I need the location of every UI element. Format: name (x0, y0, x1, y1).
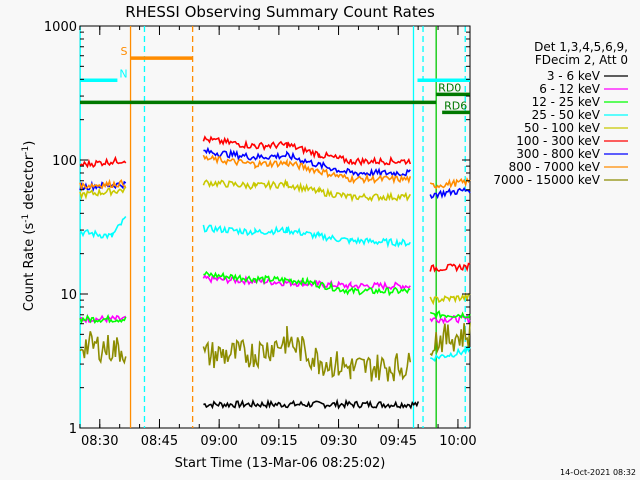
series-line (202, 154, 412, 185)
state-bars: SN RD0 RD6 (80, 45, 470, 115)
y-axis-label: Count Rate (s-1 detector-1) (21, 141, 37, 312)
series-line (79, 313, 127, 325)
legend-item-label: 800 - 7000 keV (509, 160, 601, 174)
legend: Det 1,3,4,5,6,9, FDecim 2, Att 0 3 - 6 k… (493, 40, 628, 187)
series-line (203, 270, 411, 297)
y-label-part: detector (22, 154, 37, 214)
legend-item-label: 100 - 300 keV (516, 134, 600, 148)
series-line (202, 224, 411, 249)
series-line (429, 292, 471, 306)
series-line (430, 345, 471, 363)
y-label-part: Count Rate (s (22, 223, 37, 312)
y-label-part: ) (22, 141, 37, 146)
series-line (429, 310, 471, 321)
y-tick-label: 10 (60, 288, 77, 303)
series-line (203, 398, 420, 410)
x-tick-label: 09:00 (200, 434, 237, 449)
footer-timestamp: 14-Oct-2021 08:32 (560, 468, 636, 477)
series-line (429, 322, 471, 357)
x-tick-label: 09:45 (380, 434, 417, 449)
series-line (429, 176, 471, 190)
series-line (429, 262, 471, 273)
y-label-sup: -1 (21, 214, 31, 223)
series-lines (79, 135, 471, 410)
series-line (79, 186, 127, 200)
legend-item-label: 7000 - 15000 keV (493, 173, 600, 187)
state-bar-label: S (121, 45, 128, 58)
y-tick-label: 1 (69, 422, 77, 437)
x-tick-label: 09:30 (320, 434, 357, 449)
legend-item-label: 12 - 25 keV (532, 95, 601, 109)
series-line (79, 178, 126, 193)
legend-item-label: 50 - 100 keV (524, 121, 601, 135)
legend-item-label: 25 - 50 keV (532, 108, 601, 122)
series-line (202, 273, 411, 291)
chart-title: RHESSI Observing Summary Count Rates (125, 3, 435, 21)
series-line (202, 326, 412, 382)
y-axis-ticks: 1 10 100 1000 (44, 20, 470, 437)
legend-item-label: 300 - 800 keV (516, 147, 600, 161)
legend-item-label: 3 - 6 keV (547, 69, 601, 83)
series-line (79, 180, 127, 193)
x-axis-label: Start Time (13-Mar-06 08:25:02) (175, 456, 386, 471)
legend-item-label: 6 - 12 keV (539, 82, 601, 96)
series-line (202, 178, 411, 203)
x-tick-label: 08:30 (81, 434, 118, 449)
state-bar-label: RD6 (444, 99, 467, 112)
series-line (79, 155, 127, 169)
series-line (202, 135, 412, 167)
x-tick-label: 10:00 (439, 434, 476, 449)
x-tick-label: 08:45 (141, 434, 178, 449)
state-bar-label: N (119, 67, 127, 80)
y-tick-label: 1000 (44, 20, 77, 35)
series-line (79, 215, 127, 240)
x-axis-ticks: 08:30 08:45 09:00 09:15 09:30 09:45 10:00 (79, 26, 477, 449)
x-tick-label: 09:15 (260, 434, 297, 449)
legend-header-line: Det 1,3,4,5,6,9, (534, 40, 628, 54)
series-line (429, 187, 471, 200)
state-bar-label: RD0 (438, 81, 461, 94)
y-tick-label: 100 (52, 154, 77, 169)
legend-header-line: FDecim 2, Att 0 (535, 53, 628, 67)
plot-frame (79, 25, 471, 429)
y-label-sup: -1 (21, 146, 31, 155)
series-line (203, 146, 411, 178)
series-line (79, 331, 127, 365)
